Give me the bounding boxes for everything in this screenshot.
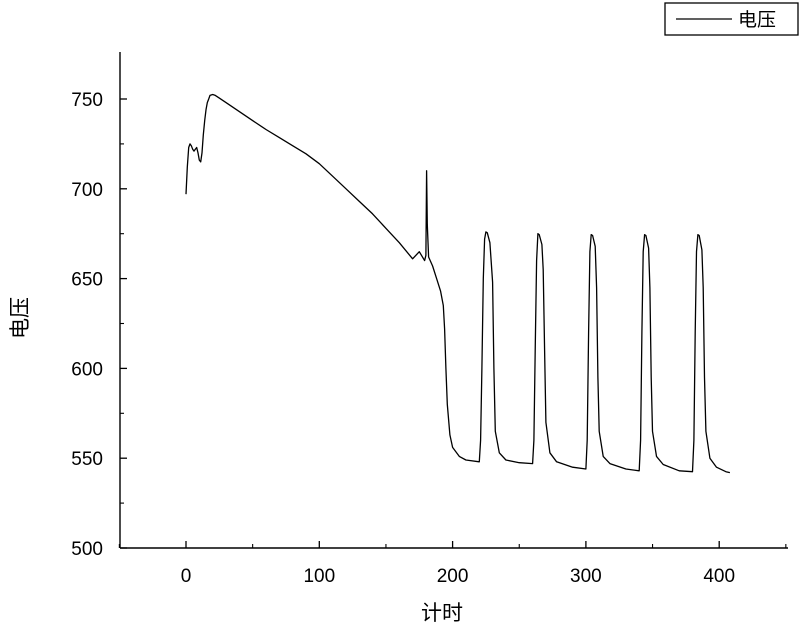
y-tick-label: 550 bbox=[71, 449, 103, 470]
x-ticks: 0 100 200 300 400 bbox=[118, 541, 787, 587]
y-axis-title: 电压 bbox=[8, 297, 32, 339]
x-tick-label: 100 bbox=[303, 566, 335, 587]
y-tick-label: 500 bbox=[71, 539, 103, 560]
legend-entry-label: 电压 bbox=[738, 9, 776, 31]
legend: 电压 bbox=[664, 2, 799, 36]
series-line-voltage bbox=[185, 93, 731, 474]
y-tick-label: 650 bbox=[71, 270, 103, 291]
y-tick-label: 750 bbox=[71, 90, 103, 111]
x-axis-title: 计时 bbox=[421, 601, 463, 625]
x-tick-label: 0 bbox=[181, 566, 192, 587]
y-tick-label: 700 bbox=[71, 180, 103, 201]
y-tick-label: 600 bbox=[71, 359, 103, 380]
y-ticks: 500 550 600 650 700 750 bbox=[71, 90, 127, 560]
axes bbox=[119, 52, 788, 549]
x-tick-label: 400 bbox=[703, 566, 735, 587]
x-tick-label: 200 bbox=[437, 566, 469, 587]
x-tick-label: 300 bbox=[570, 566, 602, 587]
